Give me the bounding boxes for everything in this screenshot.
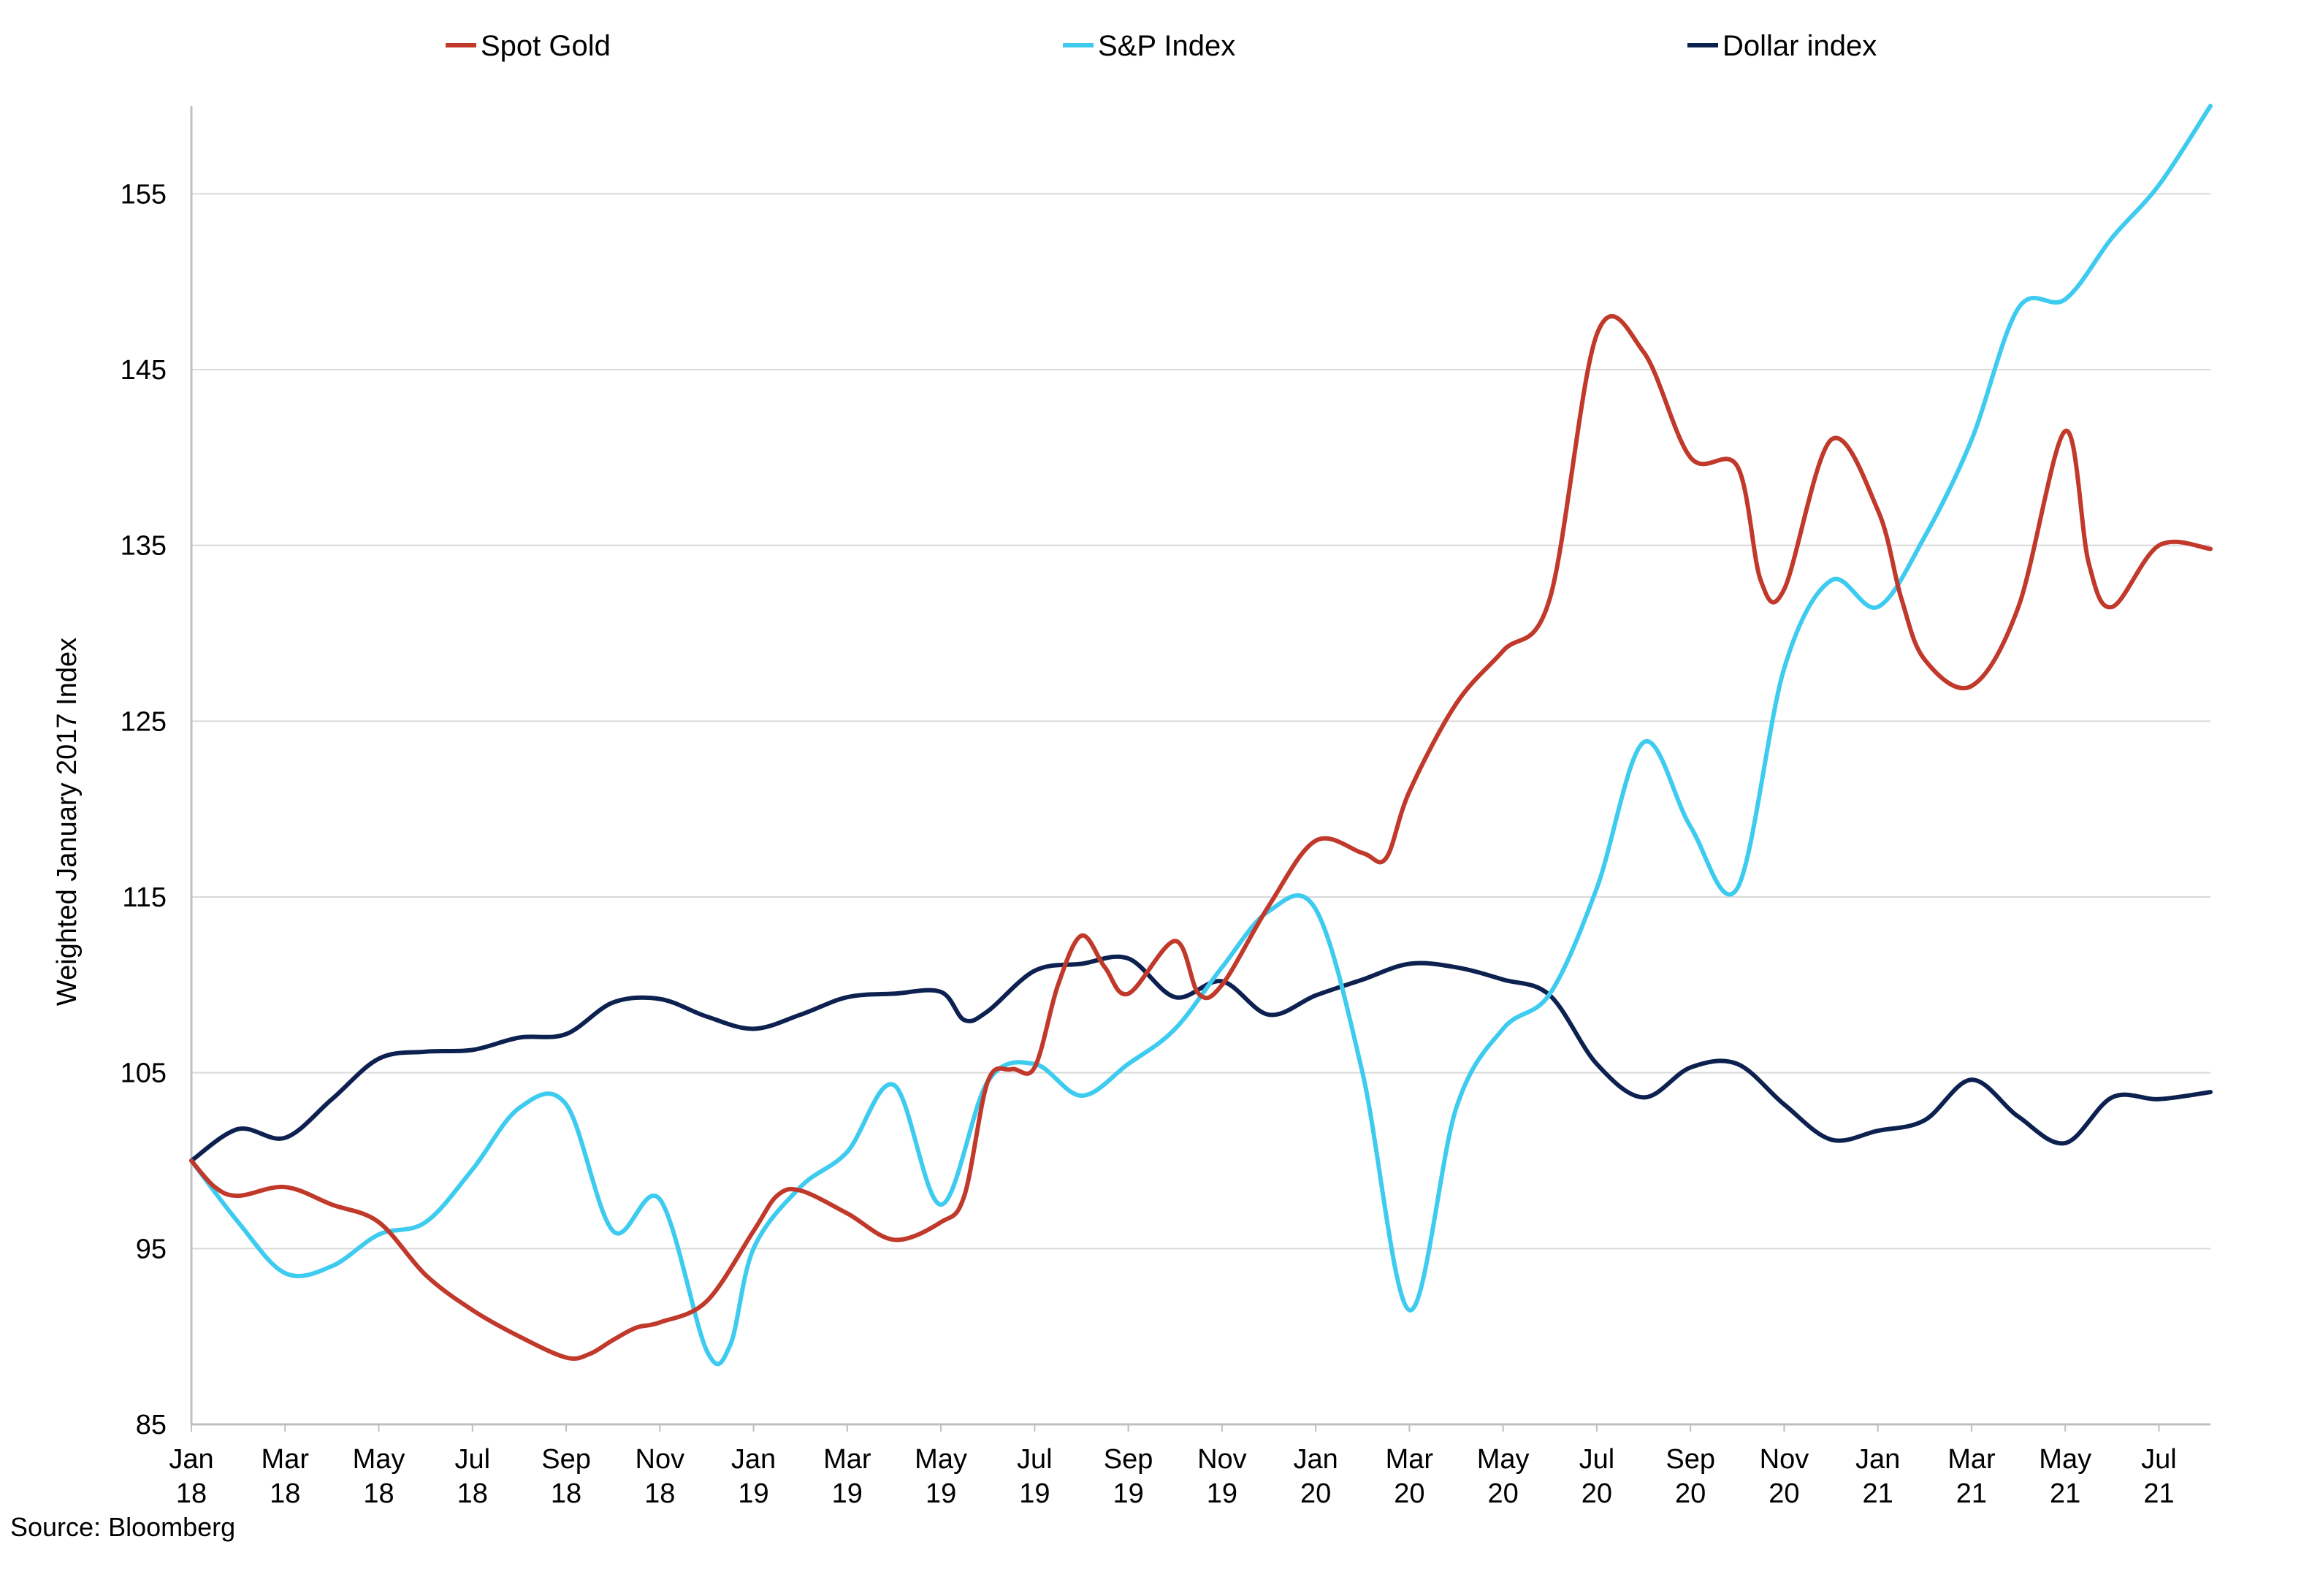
x-tick-label-year: 18: [270, 1478, 300, 1509]
x-tick-label-month: Sep: [1104, 1444, 1153, 1475]
x-tick-label-year: 19: [926, 1478, 956, 1509]
y-tick-label: 85: [136, 1410, 167, 1440]
x-tick-label-month: Jul: [454, 1444, 490, 1475]
y-tick-label: 145: [121, 355, 167, 386]
legend-label-spot-gold: Spot Gold: [481, 30, 611, 62]
x-tick-label-year: 19: [1207, 1478, 1237, 1509]
x-tick-label-year: 20: [1487, 1478, 1518, 1509]
x-tick-label-year: 21: [2143, 1478, 2174, 1509]
x-tick-label-year: 20: [1769, 1478, 1799, 1509]
y-tick-label: 155: [121, 179, 167, 210]
x-tick-label-month: Sep: [1666, 1444, 1715, 1475]
y-tick-label: 115: [122, 882, 167, 913]
x-tick-label-year: 19: [1113, 1478, 1143, 1509]
x-tick-label-month: Jan: [1293, 1444, 1338, 1475]
series-line-spot-gold: [189, 313, 2213, 1362]
y-tick-label: 135: [121, 531, 167, 562]
x-tick-label-year: 18: [457, 1478, 488, 1509]
x-tick-label-year: 20: [1394, 1478, 1424, 1509]
x-tick-label-month: May: [915, 1444, 967, 1475]
x-tick-label-year: 20: [1300, 1478, 1331, 1509]
y-tick-label: 105: [121, 1058, 167, 1089]
source-note: Source: Bloomberg: [10, 1512, 236, 1542]
x-tick-label-month: May: [1477, 1444, 1530, 1475]
x-tick-label-month: Nov: [1197, 1444, 1247, 1475]
x-tick-label-month: Nov: [636, 1444, 685, 1475]
x-tick-label-year: 18: [176, 1478, 207, 1509]
x-tick-label-month: Jan: [169, 1444, 213, 1475]
y-axis-title: Weighted January 2017 Index: [52, 638, 83, 1006]
x-tick-label-year: 18: [644, 1478, 675, 1509]
x-tick-label-year: 18: [363, 1478, 394, 1509]
x-tick-label-year: 21: [2050, 1478, 2080, 1509]
x-tick-label-month: Mar: [1386, 1444, 1434, 1475]
x-tick-label-year: 19: [1019, 1478, 1050, 1509]
x-tick-label-month: Nov: [1760, 1444, 1809, 1475]
x-tick-label-month: Mar: [1947, 1444, 1996, 1475]
x-tick-label-month: Jul: [1017, 1444, 1053, 1475]
gridlines: [191, 193, 2210, 1250]
x-tick-label-month: Sep: [541, 1444, 591, 1475]
x-tick-label-month: Jul: [2141, 1444, 2177, 1475]
x-tick-label-month: Jan: [731, 1444, 776, 1475]
x-tick-label-year: 20: [1582, 1478, 1612, 1509]
x-tick-label-month: May: [2039, 1444, 2091, 1475]
x-tick-labels: Jan18Mar18May18Jul18Sep18Nov18Jan19Mar19…: [169, 1424, 2177, 1509]
legend: Spot Gold S&P Index Dollar index: [446, 30, 1877, 62]
y-tick-label: 95: [136, 1234, 167, 1264]
x-tick-label-month: Jan: [1855, 1444, 1900, 1475]
y-tick-labels: 85 95 105 115 125 135 145 155: [121, 179, 167, 1440]
legend-label-dollar-index: Dollar index: [1722, 30, 1877, 62]
series-lines: [189, 104, 2213, 1367]
x-tick-label-year: 21: [1863, 1478, 1893, 1509]
x-tick-label-year: 19: [832, 1478, 863, 1509]
x-tick-label-month: Jul: [1579, 1444, 1615, 1475]
series-line-dollar-index: [189, 954, 2213, 1163]
series-line-s-p-index: [189, 104, 2213, 1367]
y-tick-label: 125: [121, 706, 167, 737]
x-tick-label-month: Mar: [262, 1444, 310, 1475]
x-tick-label-year: 21: [1956, 1478, 1987, 1509]
x-tick-label-month: May: [353, 1444, 405, 1475]
legend-label-s-p-index: S&P Index: [1098, 30, 1235, 62]
x-tick-label-year: 18: [551, 1478, 581, 1509]
x-tick-label-year: 20: [1675, 1478, 1706, 1509]
x-tick-label-year: 19: [738, 1478, 768, 1509]
x-tick-label-month: Mar: [823, 1444, 871, 1475]
